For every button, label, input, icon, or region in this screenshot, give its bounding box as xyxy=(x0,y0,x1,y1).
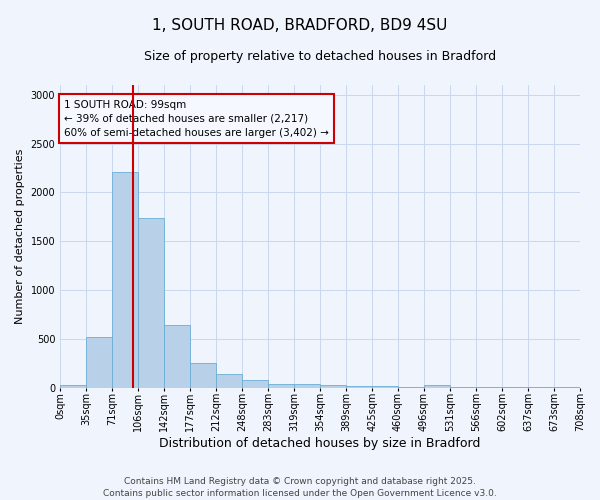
X-axis label: Distribution of detached houses by size in Bradford: Distribution of detached houses by size … xyxy=(160,437,481,450)
Bar xyxy=(294,384,320,388)
Bar xyxy=(372,386,398,388)
Bar xyxy=(138,218,164,388)
Bar xyxy=(86,337,112,388)
Text: Contains HM Land Registry data © Crown copyright and database right 2025.
Contai: Contains HM Land Registry data © Crown c… xyxy=(103,476,497,498)
Bar xyxy=(320,386,346,388)
Bar xyxy=(112,172,138,388)
Bar xyxy=(216,374,242,388)
Bar xyxy=(268,384,294,388)
Bar xyxy=(424,385,450,388)
Text: 1, SOUTH ROAD, BRADFORD, BD9 4SU: 1, SOUTH ROAD, BRADFORD, BD9 4SU xyxy=(152,18,448,32)
Bar xyxy=(60,385,86,388)
Text: 1 SOUTH ROAD: 99sqm
← 39% of detached houses are smaller (2,217)
60% of semi-det: 1 SOUTH ROAD: 99sqm ← 39% of detached ho… xyxy=(64,100,329,138)
Bar xyxy=(346,386,372,388)
Bar xyxy=(242,380,268,388)
Y-axis label: Number of detached properties: Number of detached properties xyxy=(15,149,25,324)
Bar xyxy=(190,363,216,388)
Bar xyxy=(398,387,424,388)
Bar xyxy=(164,326,190,388)
Title: Size of property relative to detached houses in Bradford: Size of property relative to detached ho… xyxy=(144,50,496,63)
